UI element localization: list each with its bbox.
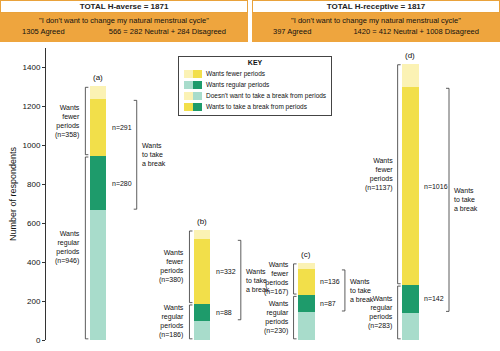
svg-text:n=332: n=332 <box>216 268 236 275</box>
svg-text:0: 0 <box>36 336 41 345</box>
svg-text:1200: 1200 <box>23 102 41 111</box>
html-text:566 = 282 Neutral + 284 Disagr: 566 = 282 Neutral + 284 Disagreed <box>108 27 226 36</box>
svg-text:Wantsto takea break: Wantsto takea break <box>246 268 270 293</box>
html-text:Wants to take a break from per: Wants to take a break from periods <box>206 103 307 110</box>
svg-text:Number of respondents: Number of respondents <box>8 146 18 241</box>
html-text:Doesn't want to take a break f: Doesn't want to take a break from period… <box>206 92 327 99</box>
svg-text:1400: 1400 <box>23 63 41 72</box>
svg-text:n=291: n=291 <box>112 124 132 131</box>
svg-text:n=142: n=142 <box>424 295 444 302</box>
html-text:"I don't want to change my nat: "I don't want to change my natural menst… <box>39 16 209 25</box>
svg-text:(b): (b) <box>197 217 207 226</box>
svg-text:1000: 1000 <box>23 141 41 150</box>
svg-text:(a): (a) <box>93 73 103 82</box>
html-text:Wants fewer periods: Wants fewer periods <box>206 70 265 77</box>
svg-text:n=280: n=280 <box>112 180 132 187</box>
html-text:1420 = 412 Neutral + 1008 Disa: 1420 = 412 Neutral + 1008 Disagreed <box>353 27 479 36</box>
svg-text:400: 400 <box>27 258 41 267</box>
svg-text:(d): (d) <box>405 51 415 60</box>
html-text:TOTAL H-averse = 1871: TOTAL H-averse = 1871 <box>79 2 169 11</box>
html-text:Wants regular periods: Wants regular periods <box>206 81 270 88</box>
svg-text:n=88: n=88 <box>216 309 232 316</box>
svg-text:Wantsregularperiods(n=946): Wantsregularperiods(n=946) <box>55 230 80 265</box>
svg-text:Wantsto takea break: Wantsto takea break <box>350 278 374 303</box>
html-text:397 Agreed: 397 Agreed <box>273 27 312 36</box>
svg-text:Wantsregularperiods(n=186): Wantsregularperiods(n=186) <box>159 304 184 339</box>
svg-text:Wantsregularperiods(n=283): Wantsregularperiods(n=283) <box>368 295 393 330</box>
svg-text:Wantsto takea break: Wantsto takea break <box>454 187 478 212</box>
svg-text:Wantsfewerperiods(n=380): Wantsfewerperiods(n=380) <box>159 249 184 284</box>
svg-text:n=1016: n=1016 <box>424 183 448 190</box>
svg-text:200: 200 <box>27 297 41 306</box>
html-text:1305 Agreed: 1305 Agreed <box>22 27 65 36</box>
svg-text:n=136: n=136 <box>320 278 340 285</box>
html-text:KEY: KEY <box>247 59 263 66</box>
svg-text:Wantsregularperiods(n=230): Wantsregularperiods(n=230) <box>264 300 289 335</box>
svg-text:Wantsto takea break: Wantsto takea break <box>142 142 166 167</box>
svg-text:Wantsfewerperiods(n=358): Wantsfewerperiods(n=358) <box>55 104 80 139</box>
svg-text:(c): (c) <box>301 250 311 259</box>
html-text:"I don't want to change my nat: "I don't want to change my natural menst… <box>291 16 461 25</box>
svg-text:n=87: n=87 <box>320 300 336 307</box>
svg-text:800: 800 <box>27 180 41 189</box>
html-text:TOTAL H-receptive = 1817: TOTAL H-receptive = 1817 <box>326 2 426 11</box>
svg-text:Wantsfewerperiods(n=167): Wantsfewerperiods(n=167) <box>264 261 289 296</box>
svg-text:Wantsfewerperiods(n=1137): Wantsfewerperiods(n=1137) <box>365 157 393 192</box>
svg-text:600: 600 <box>27 219 41 228</box>
